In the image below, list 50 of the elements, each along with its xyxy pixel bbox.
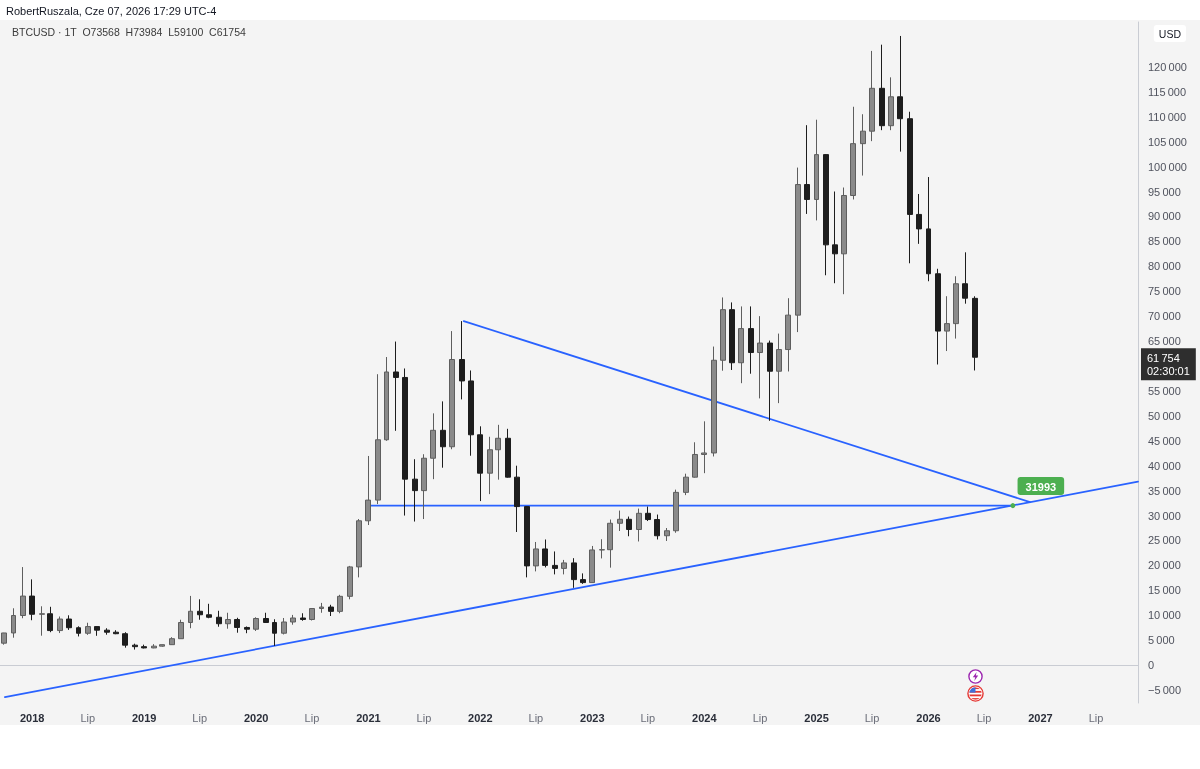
x-tick-label: Lip [864,711,880,724]
y-tick-label: 100 000 [1148,160,1187,173]
y-tick-label: 30 000 [1148,509,1181,522]
y-tick-label: 20 000 [1148,559,1181,572]
y-tick-label: 85 000 [1148,235,1181,248]
y-tick-label: 120 000 [1148,60,1187,73]
x-tick-label: Lip [640,711,656,724]
y-tick-label: 55 000 [1148,384,1181,397]
y-tick-label: 90 000 [1148,210,1181,223]
y-tick-label: 115 000 [1148,85,1187,98]
x-tick-label: Lip [192,711,208,724]
x-tick-label: Lip [304,711,320,724]
x-tick-label: 2020 [243,711,269,724]
x-tick-label: 2022 [468,711,493,724]
y-tick-label: 10 000 [1148,609,1181,622]
y-tick-label: 25 000 [1148,534,1181,547]
y-tick-label: 40 000 [1148,459,1181,472]
x-tick-label: 2026 [916,711,941,724]
x-tick-label: 2024 [692,711,718,724]
y-tick-label: 50 000 [1148,409,1181,422]
x-tick-label: 2018 [19,711,45,724]
x-tick-label: Lip [80,711,96,724]
x-tick-label: Lip [416,711,432,724]
chart-subtitle: BTCUSD · 1T O73568 H73984 L59100 C61754 [12,25,247,38]
x-tick-label: Lip [528,711,544,724]
x-tick-label: Lip [976,711,992,724]
x-tick-label: 2025 [804,711,829,724]
y-tick-label: 65 000 [1148,335,1181,348]
y-tick-label: 45 000 [1148,434,1181,447]
x-tick-label: Lip [752,711,768,724]
y-tick-label: 15 000 [1148,584,1181,597]
y-tick-label: 105 000 [1148,135,1187,148]
y-tick-label: 95 000 [1148,185,1181,198]
y-tick-label: 0 [1148,659,1155,672]
chart-title: RobertRuszala, Cze 07, 2026 17:29 UTC-4 [6,4,217,17]
y-tick-label: −5 000 [1148,684,1182,697]
x-tick-label: 2019 [131,711,157,724]
text: 61 754 02:30:01 [1147,351,1190,377]
y-tick-label: 70 000 [1148,310,1181,323]
annotation: 31993 [1025,480,1057,493]
y-axis-title: USD [1158,27,1182,40]
y-tick-label: 5 000 [1148,634,1175,647]
y-tick-label: 80 000 [1148,260,1181,273]
x-tick-label: Lip [1088,711,1104,724]
y-tick-label: 75 000 [1148,285,1181,298]
y-tick-label: 110 000 [1148,110,1187,123]
x-tick-label: 2027 [1028,711,1053,724]
y-tick-label: 35 000 [1148,484,1181,497]
x-tick-label: 2023 [580,711,605,724]
x-tick-label: 2021 [356,711,381,724]
